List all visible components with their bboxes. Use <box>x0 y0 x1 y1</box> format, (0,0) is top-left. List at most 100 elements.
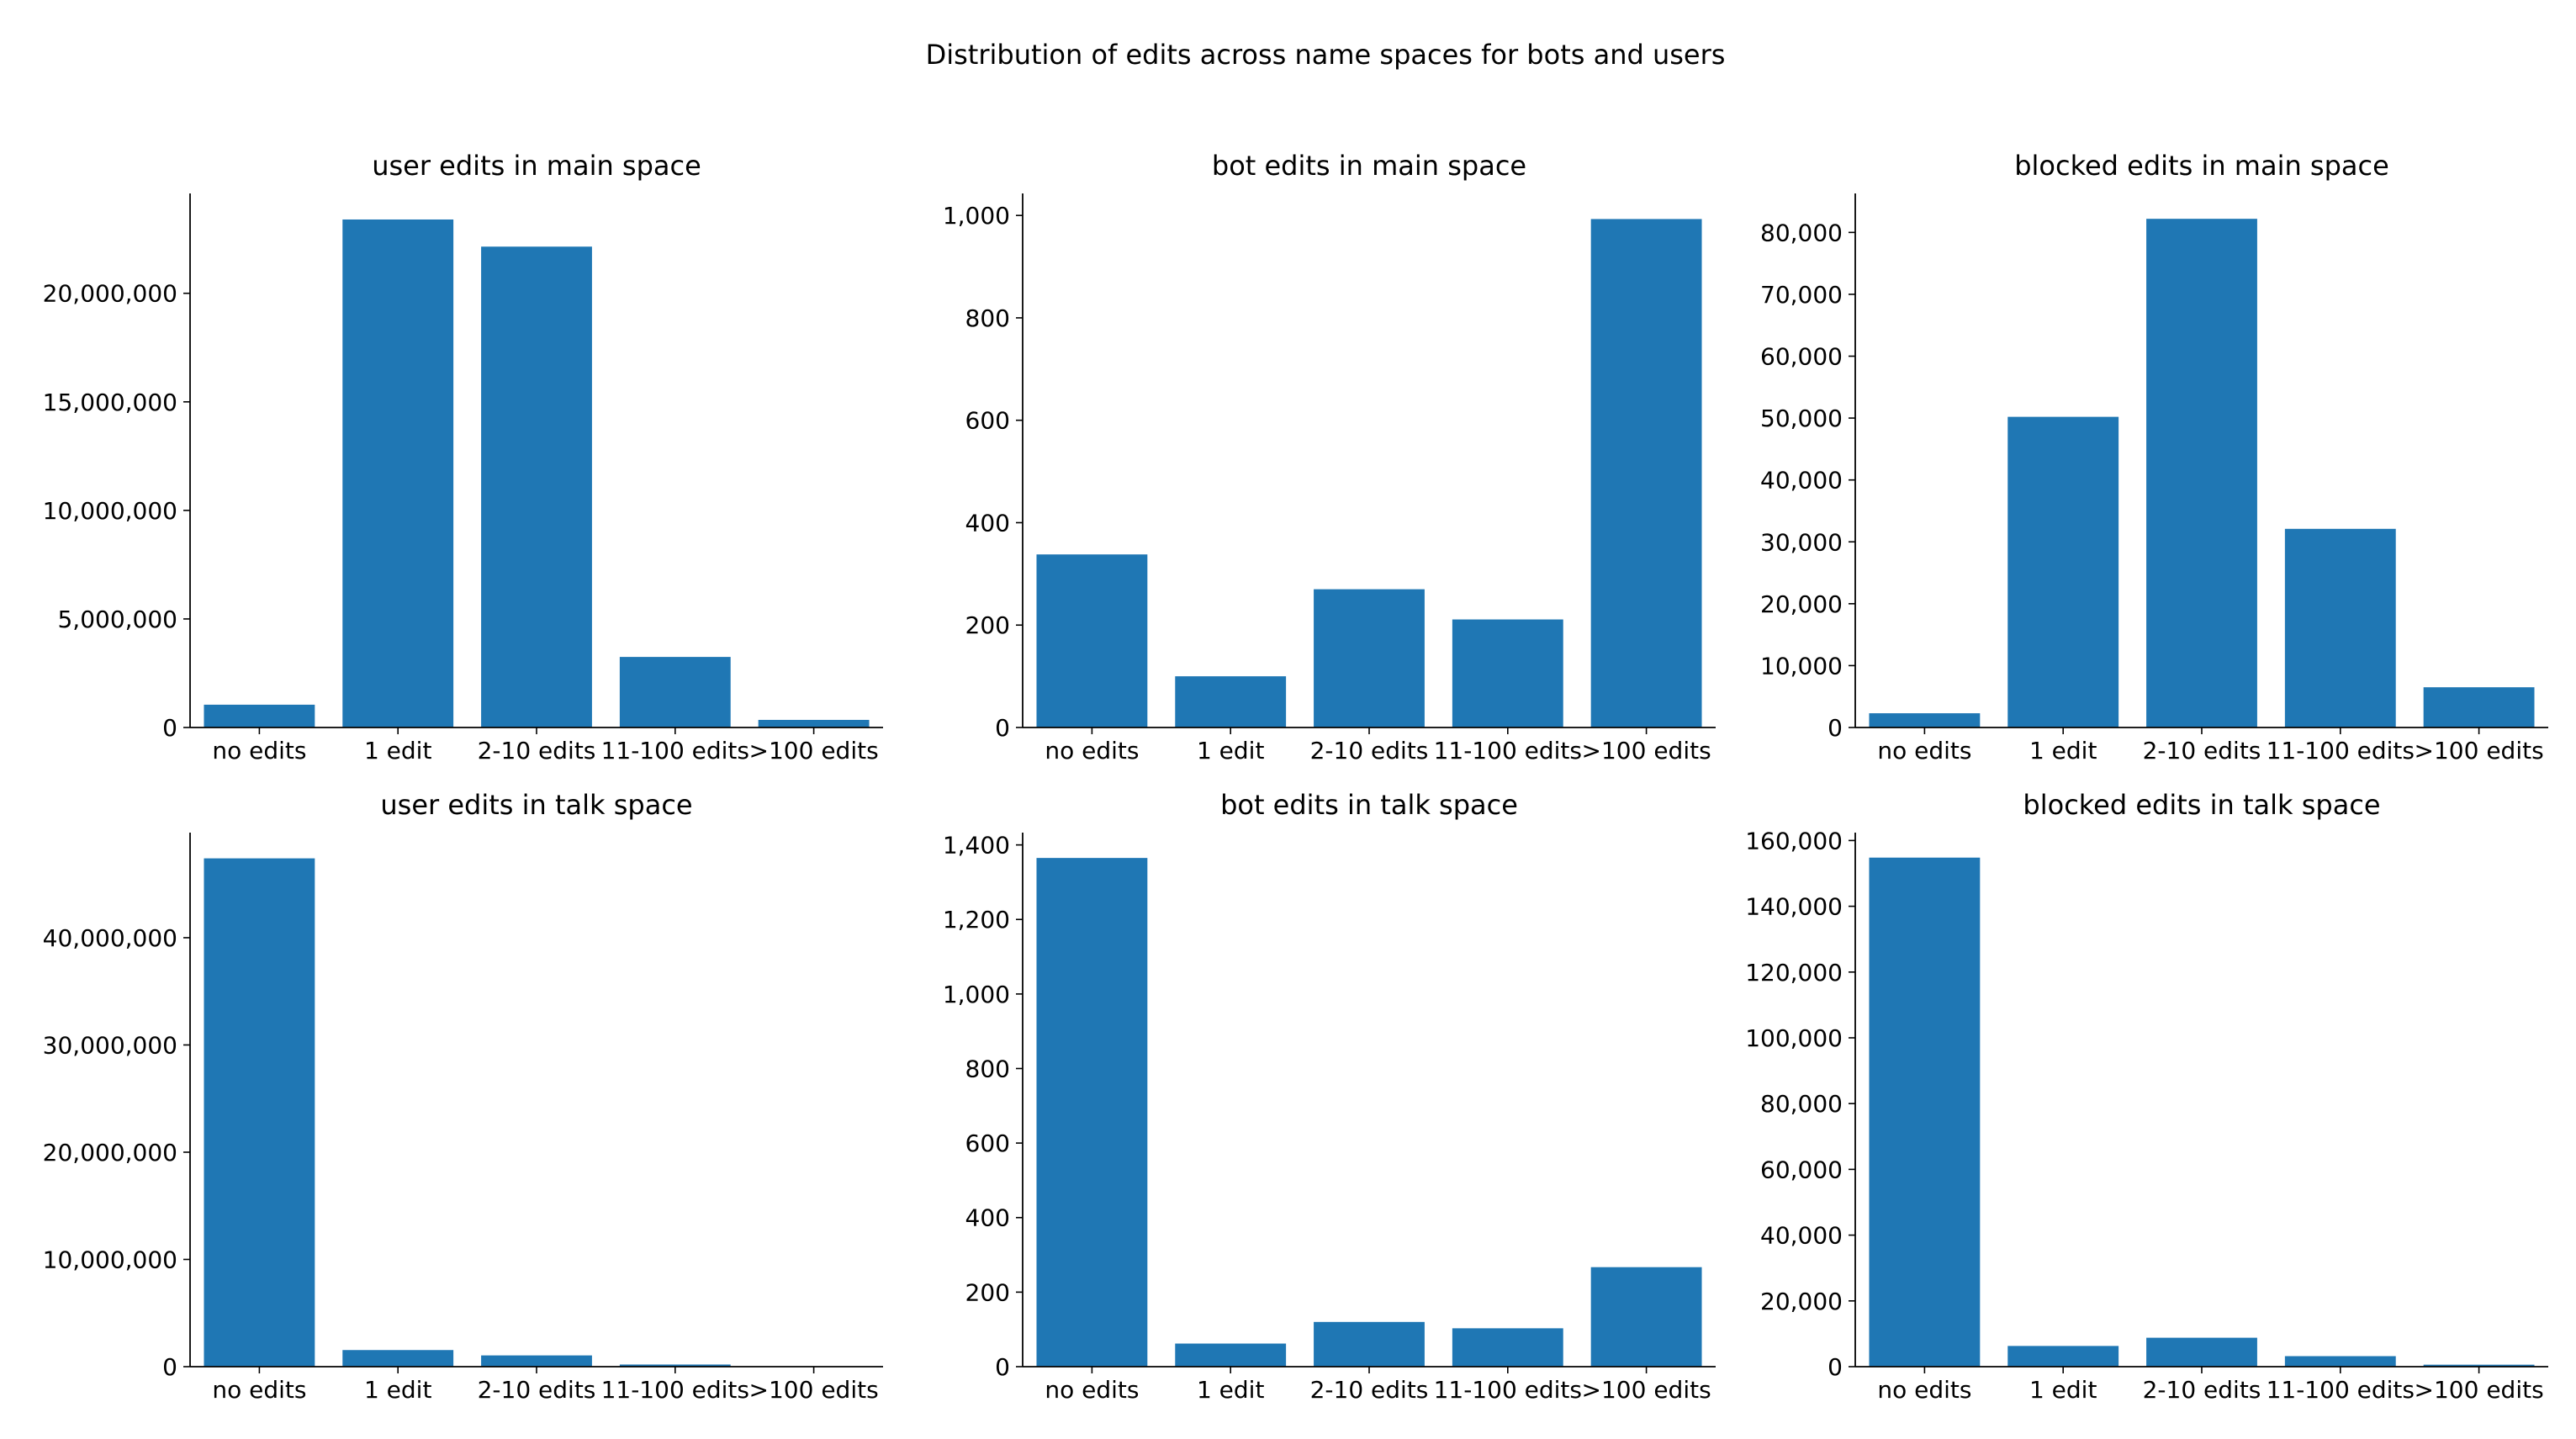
y-tick-label: 10,000,000 <box>43 1246 177 1273</box>
figure-title: Distribution of edits across name spaces… <box>926 39 1726 71</box>
x-tick-label: no edits <box>1877 1376 1971 1404</box>
y-tick-label: 0 <box>1828 714 1843 742</box>
y-tick-label: 100,000 <box>1745 1024 1843 1052</box>
y-tick-label: 30,000,000 <box>43 1031 177 1059</box>
y-tick-label: 200 <box>965 611 1010 639</box>
y-tick-label: 800 <box>965 304 1010 332</box>
bar <box>2007 1346 2119 1367</box>
bar <box>1869 713 1981 727</box>
x-tick-label: >100 edits <box>749 1376 879 1404</box>
bar <box>481 1355 592 1367</box>
y-tick-label: 20,000 <box>1760 590 1843 618</box>
x-tick-label: no edits <box>1045 1376 1139 1404</box>
y-tick-label: 5,000,000 <box>57 606 177 633</box>
x-tick-label: 11-100 edits <box>601 737 749 764</box>
y-tick-label: 15,000,000 <box>43 389 177 416</box>
y-tick-label: 40,000,000 <box>43 924 177 952</box>
bar <box>2146 1337 2257 1367</box>
subplot-5: bot edits in talk space no edits 1 edit 2-1… <box>943 789 1716 1404</box>
bar <box>1175 676 1287 727</box>
bar <box>342 1350 454 1367</box>
bar <box>2146 219 2257 727</box>
y-tick-label: 600 <box>965 1130 1010 1157</box>
x-tick-label: 2-10 edits <box>1310 737 1429 764</box>
bar <box>2423 1364 2535 1367</box>
bar <box>2284 1356 2396 1367</box>
bar <box>2284 528 2396 727</box>
y-tick-label: 0 <box>995 714 1010 742</box>
bar <box>1590 219 1702 727</box>
subplot-grid: user edits in main space no edits 1 edit 2-… <box>43 150 2548 1404</box>
y-tick-label: 20,000,000 <box>43 1139 177 1167</box>
bar <box>2007 416 2119 727</box>
y-tick-label: 200 <box>965 1278 1010 1306</box>
subplot-2: bot edits in main space no edits 1 edit 2-1… <box>943 150 1716 764</box>
subplot-title: bot edits in main space <box>1212 150 1526 182</box>
y-tick-label: 600 <box>965 407 1010 435</box>
x-tick-label: 2-10 edits <box>2143 1376 2261 1404</box>
bar <box>1314 589 1425 727</box>
x-tick-label: 1 edit <box>2029 737 2097 764</box>
y-tick-label: 1,000 <box>943 981 1010 1008</box>
subplot-6: blocked edits in talk space no edits 1 edi… <box>1745 789 2548 1404</box>
x-tick-label: 1 edit <box>2029 1376 2097 1404</box>
bar <box>481 246 592 727</box>
y-tick-label: 140,000 <box>1745 893 1843 921</box>
bar <box>342 219 454 728</box>
y-tick-label: 80,000 <box>1760 219 1843 246</box>
y-tick-label: 160,000 <box>1745 827 1843 854</box>
x-tick-label: 2-10 edits <box>478 1376 596 1404</box>
y-tick-label: 10,000,000 <box>43 497 177 525</box>
y-tick-label: 20,000,000 <box>43 280 177 308</box>
bar <box>1452 619 1563 727</box>
x-tick-label: 1 edit <box>1197 1376 1264 1404</box>
bar <box>619 657 731 727</box>
y-tick-label: 0 <box>995 1353 1010 1381</box>
x-tick-label: >100 edits <box>2415 737 2544 764</box>
y-tick-label: 1,400 <box>943 832 1010 860</box>
y-tick-label: 70,000 <box>1760 281 1843 309</box>
x-tick-label: >100 edits <box>2415 1376 2544 1404</box>
y-tick-label: 0 <box>162 714 177 742</box>
bar <box>1036 858 1148 1367</box>
x-tick-label: no edits <box>212 737 306 764</box>
bar <box>1869 857 1981 1367</box>
bar <box>1036 554 1148 727</box>
y-tick-label: 0 <box>1828 1353 1843 1381</box>
bar <box>2423 687 2535 727</box>
y-tick-label: 30,000 <box>1760 528 1843 556</box>
subplot-title: blocked edits in main space <box>2014 150 2389 182</box>
x-tick-label: 1 edit <box>364 737 431 764</box>
x-tick-label: no edits <box>1877 737 1971 764</box>
x-tick-label: no edits <box>1045 737 1139 764</box>
y-tick-label: 0 <box>162 1353 177 1381</box>
x-tick-label: 1 edit <box>364 1376 431 1404</box>
x-tick-label: 11-100 edits <box>601 1376 749 1404</box>
bar <box>1452 1328 1563 1367</box>
x-tick-label: 1 edit <box>1197 737 1264 764</box>
y-tick-label: 10,000 <box>1760 652 1843 680</box>
y-tick-label: 800 <box>965 1055 1010 1082</box>
y-tick-label: 40,000 <box>1760 467 1843 495</box>
y-tick-label: 120,000 <box>1745 959 1843 987</box>
x-tick-label: 11-100 edits <box>1434 737 1582 764</box>
bar <box>1175 1343 1287 1367</box>
x-tick-label: 2-10 edits <box>1310 1376 1429 1404</box>
y-tick-label: 1,200 <box>943 906 1010 934</box>
x-tick-label: 11-100 edits <box>1434 1376 1582 1404</box>
y-tick-label: 20,000 <box>1760 1288 1843 1315</box>
x-tick-label: >100 edits <box>1582 1376 1711 1404</box>
y-tick-label: 1,000 <box>943 202 1010 230</box>
bar <box>204 704 315 727</box>
y-tick-label: 60,000 <box>1760 343 1843 371</box>
subplot-title: user edits in main space <box>372 150 701 182</box>
bar <box>204 858 315 1367</box>
bar <box>1314 1321 1425 1367</box>
bar <box>758 719 870 727</box>
bar <box>619 1364 731 1367</box>
subplot-title: bot edits in talk space <box>1220 789 1518 821</box>
y-tick-label: 50,000 <box>1760 405 1843 432</box>
x-tick-label: >100 edits <box>1582 737 1711 764</box>
y-tick-label: 400 <box>965 509 1010 537</box>
